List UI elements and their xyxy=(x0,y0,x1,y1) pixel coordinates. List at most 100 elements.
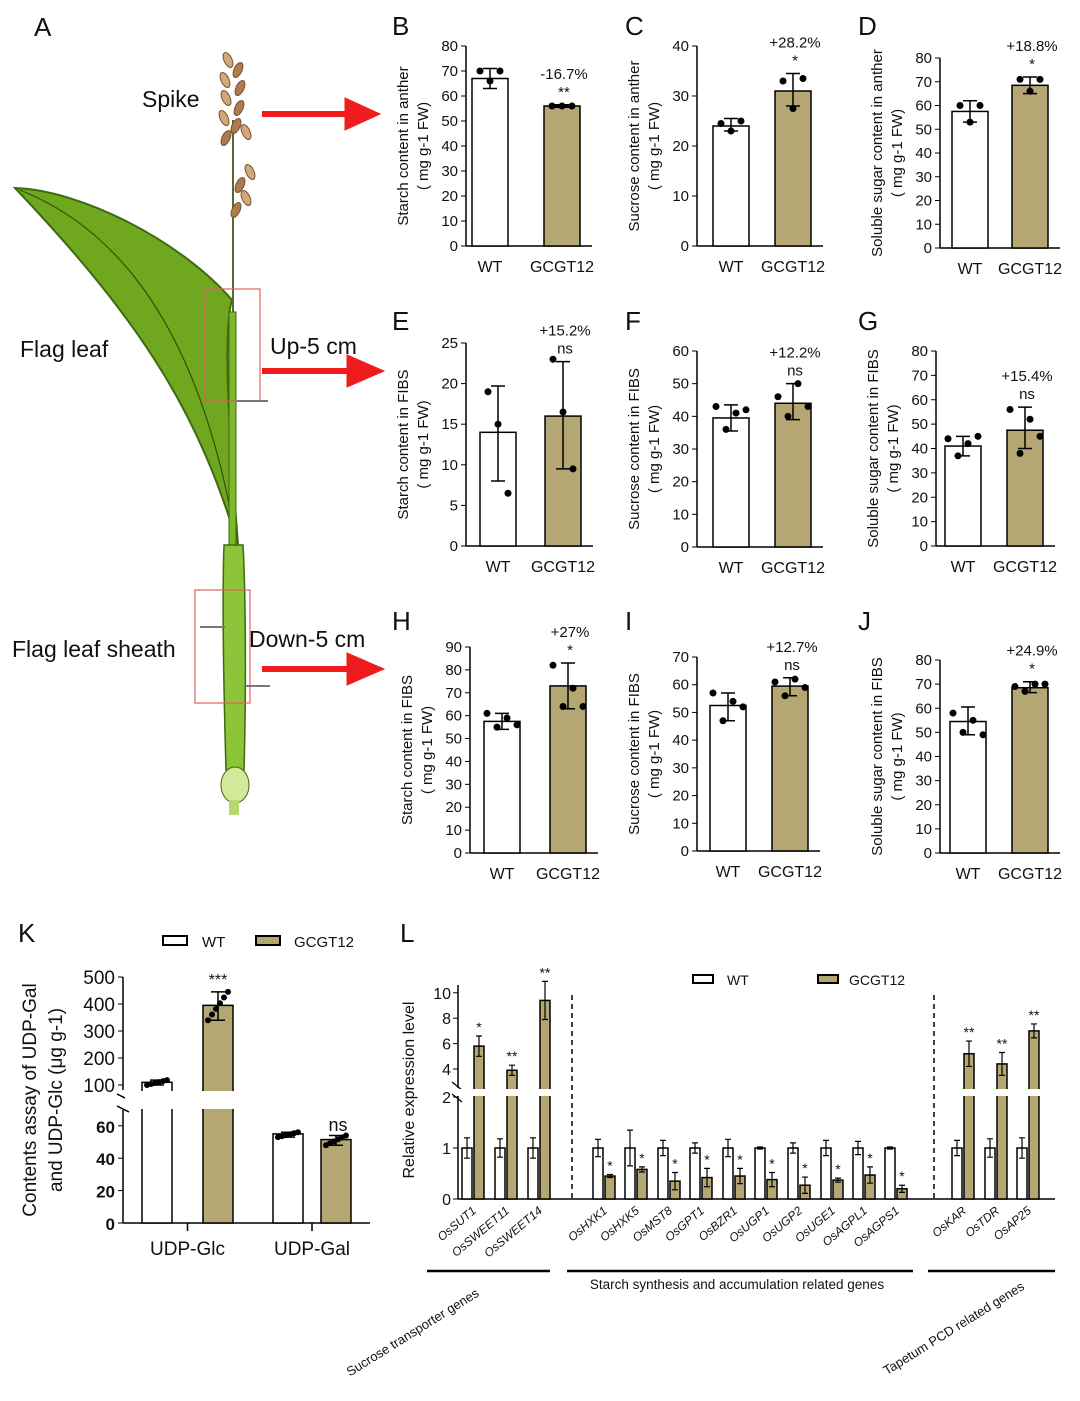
percent-change: +15.4% xyxy=(1001,368,1052,385)
significance-label: * xyxy=(769,1155,775,1171)
data-point xyxy=(804,403,812,411)
y-tick-label: 20 xyxy=(441,188,458,205)
data-point xyxy=(1016,449,1024,457)
group-label: Starch synthesis and accumulation relate… xyxy=(590,1277,884,1292)
y-tick-label: 20 xyxy=(915,797,932,814)
data-point xyxy=(568,102,576,110)
y-tick-label: 60 xyxy=(915,98,932,115)
error-bar xyxy=(769,1171,775,1188)
significance-label: * xyxy=(476,1019,482,1035)
legend-swatch-gcgt12 xyxy=(817,974,839,984)
significance-label: * xyxy=(639,1150,645,1166)
bar-gcgt12 xyxy=(774,90,812,247)
panel-f: F 0 10 20 30 40 50 60 Sucrose content in FIBS( m… xyxy=(625,306,825,577)
y-tick-label: 40 xyxy=(441,138,458,155)
arrow-right-icon xyxy=(344,97,382,131)
y-tick-label: 20 xyxy=(672,138,689,155)
significance-label: * xyxy=(1029,56,1035,73)
significance-label: *** xyxy=(209,972,228,989)
arrows xyxy=(262,97,386,686)
significance-label: ** xyxy=(507,1048,518,1064)
error-bar xyxy=(491,385,505,482)
significance-label: ns xyxy=(784,657,800,674)
data-point xyxy=(295,1129,301,1136)
error-bar xyxy=(627,1129,633,1167)
up-5cm-box xyxy=(204,288,261,402)
y-tick-label: 30 xyxy=(915,773,932,790)
bar-wt xyxy=(884,1147,896,1200)
error-bar xyxy=(737,1167,743,1185)
y-tick-label: 0 xyxy=(681,539,689,556)
y-tick-label: 100 xyxy=(83,1076,115,1097)
y-axis-title: Starch content in FIBS xyxy=(399,675,416,825)
y-tick-label: 0 xyxy=(920,538,928,555)
y-tick-label: 10 xyxy=(915,216,932,233)
grain xyxy=(219,72,231,88)
data-point xyxy=(209,1011,215,1018)
data-point xyxy=(794,380,802,388)
y-axis-title: Starch content in FIBS xyxy=(395,369,412,519)
data-point xyxy=(1021,687,1029,695)
y-axis-title: Sucrose content in FIBS xyxy=(626,673,643,835)
y-tick-label: 0 xyxy=(454,845,462,862)
y-tick-label: 40 xyxy=(672,38,689,55)
y-tick-label: 50 xyxy=(441,113,458,130)
leaf-sheath xyxy=(222,544,247,771)
y-tick-label: 50 xyxy=(672,704,689,721)
error-bar xyxy=(476,1035,482,1057)
bar-gcgt12 xyxy=(549,685,587,854)
panel-letter: E xyxy=(392,306,409,336)
error-bar xyxy=(855,1140,861,1156)
group-label: Tapetum PCD related genes xyxy=(880,1278,1027,1378)
y-tick-label: 30 xyxy=(911,465,928,482)
y-tick-label: 2 xyxy=(442,1090,451,1107)
y-tick-label: 80 xyxy=(915,652,932,669)
x-tick-label: WT xyxy=(719,560,744,577)
data-point xyxy=(213,1005,219,1012)
y-tick-label: 20 xyxy=(441,376,458,393)
stem-upper xyxy=(228,311,237,553)
data-point xyxy=(164,1077,170,1084)
bar-wt xyxy=(712,417,750,548)
y-tick-label: 50 xyxy=(911,416,928,433)
y-tick-label: 25 xyxy=(441,335,458,352)
grain xyxy=(232,62,244,78)
panel-j: J 0 10 20 30 40 50 60 70 80 Soluble sugar content … xyxy=(858,606,1062,883)
error-bar xyxy=(692,1142,698,1154)
x-tick-label: GCGT12 xyxy=(998,261,1062,278)
percent-change: +28.2% xyxy=(769,35,820,52)
y-tick-label: 10 xyxy=(441,457,458,474)
data-point xyxy=(343,1132,349,1139)
y-tick-label: 1 xyxy=(442,1141,451,1158)
data-point xyxy=(722,425,730,433)
error-bar xyxy=(211,991,225,1021)
panel-l: L WT GCGT12 4 6 8 10 0 1 2 Relative expression lev… xyxy=(344,918,1055,1379)
data-point xyxy=(1026,415,1034,423)
y-axis-title: Starch content in anther xyxy=(395,66,412,225)
bar-gcgt12 xyxy=(604,1175,616,1200)
grain xyxy=(222,52,234,68)
y-tick-label: 50 xyxy=(915,724,932,741)
y-axis-title: and UDP-Glc (μg g-1) xyxy=(46,1008,67,1192)
y-tick-label: 80 xyxy=(445,662,462,679)
data-point xyxy=(717,120,725,127)
y-tick-label: 30 xyxy=(445,776,462,793)
bar-gcgt12 xyxy=(996,1063,1008,1200)
panel-d: D 0 10 20 30 40 50 60 70 80 Soluble sugar content … xyxy=(858,11,1062,278)
bar-gcgt12 xyxy=(320,1138,352,1224)
data-point xyxy=(559,703,567,711)
y-tick-label: 60 xyxy=(441,88,458,105)
significance-label: ** xyxy=(1029,1007,1040,1023)
data-point xyxy=(569,465,577,473)
x-tick-label: UDP-Gal xyxy=(274,1239,350,1260)
stem-base xyxy=(229,800,239,815)
error-bar xyxy=(672,1171,678,1191)
y-tick-label: 30 xyxy=(672,441,689,458)
panel-letter: J xyxy=(858,606,871,636)
label-flag-leaf-sheath: Flag leaf sheath xyxy=(12,636,176,662)
bar-gcgt12 xyxy=(1028,1030,1040,1200)
y-axis-unit: ( mg g-1 FW) xyxy=(415,400,432,488)
y-tick-label: 5 xyxy=(450,497,458,514)
y-axis-unit: ( mg g-1 FW) xyxy=(646,710,663,798)
significance-label: ns xyxy=(557,341,573,358)
